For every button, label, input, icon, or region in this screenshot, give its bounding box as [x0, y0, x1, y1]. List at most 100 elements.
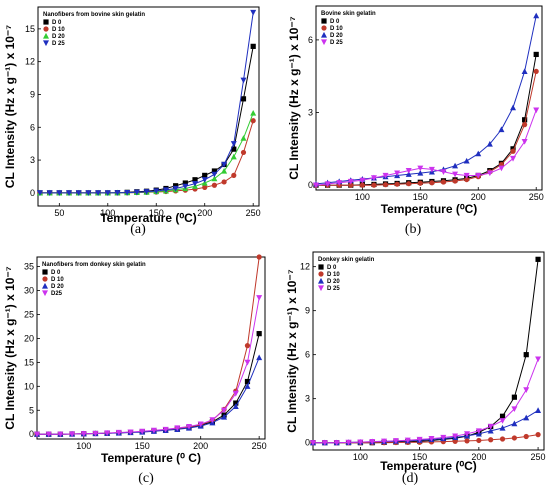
data-point: [452, 162, 459, 169]
data-point: [359, 182, 365, 188]
legend-marker: [321, 31, 327, 38]
data-point: [46, 190, 53, 196]
data-point: [192, 180, 199, 187]
data-point: [162, 187, 169, 194]
data-point: [192, 177, 198, 183]
legend-marker: [42, 282, 48, 289]
data-point: [464, 431, 470, 437]
legend-entry: D 20: [51, 284, 64, 290]
data-point: [221, 413, 228, 420]
data-point: [345, 439, 352, 446]
x-tick-label: 150: [135, 441, 150, 451]
legend: Bovine skin gelatin D 0D 10D 20D 25: [321, 11, 376, 46]
x-axis-title: Temperature (⁰ C): [101, 451, 201, 465]
data-point: [92, 430, 99, 437]
data-point: [535, 256, 541, 262]
x-tick-label: 200: [471, 192, 486, 202]
chart-panel-2: 100 150 200 250 0 3 6 Temperature (⁰C) CL Intens…: [287, 5, 544, 237]
data-point: [521, 68, 528, 74]
data-point: [240, 96, 247, 102]
x-tick-label: 250: [529, 192, 544, 202]
data-point: [202, 184, 208, 191]
data-point: [182, 180, 188, 186]
data-point: [162, 426, 169, 433]
series-line: [316, 71, 537, 186]
data-point: [370, 175, 377, 181]
legend-marker: [318, 264, 324, 270]
legend-marker: [43, 32, 49, 39]
data-point: [381, 438, 388, 445]
panel-caption: (a): [130, 222, 146, 237]
data-point: [522, 122, 528, 128]
data-point: [406, 181, 412, 187]
plot-frame: [37, 6, 260, 207]
legend-marker: [43, 40, 49, 47]
data-point: [186, 423, 192, 430]
series-1: [313, 51, 539, 188]
data-point: [133, 189, 140, 196]
x-tick-label: 250: [531, 452, 546, 462]
panel-caption: (c): [138, 471, 154, 486]
data-point: [313, 182, 319, 189]
legend-entry: D25: [51, 291, 63, 297]
legend-entry: D 10: [327, 272, 340, 278]
y-axis-title: CL Intensity (Hz x g⁻¹) x 10⁻⁷: [287, 16, 301, 179]
y-tick-label: 20: [24, 333, 34, 343]
data-point: [510, 104, 517, 111]
data-point: [143, 189, 150, 195]
data-point: [45, 431, 52, 438]
legend: Donkey skin gelatin D 0D 10D 20D 25: [318, 257, 375, 292]
data-point: [232, 390, 239, 397]
data-point: [172, 185, 179, 192]
data-point: [511, 406, 518, 413]
data-point: [150, 427, 157, 434]
series-line: [37, 357, 260, 435]
y-axis-title: CL Intensity (Hz x g⁻¹) x 10⁻⁷: [3, 266, 17, 429]
legend-marker: [318, 277, 324, 284]
x-tick-label: 50: [54, 208, 64, 218]
plot-frame: [36, 256, 266, 440]
data-point: [75, 190, 82, 196]
legend-entry: D 0: [51, 270, 61, 276]
series-4: [34, 295, 263, 438]
y-tick-label: 0: [308, 180, 313, 190]
y-tick-label: 3: [305, 394, 310, 404]
chart-title: Donkey skin gelatin: [318, 257, 375, 263]
data-point: [250, 9, 257, 16]
data-point: [256, 254, 262, 260]
data-point: [201, 177, 208, 183]
data-point: [221, 179, 227, 185]
data-point: [417, 165, 424, 172]
data-point: [240, 149, 247, 156]
data-point: [452, 171, 459, 178]
data-point: [250, 43, 256, 49]
data-point: [535, 356, 542, 363]
data-point: [382, 182, 389, 188]
plot-frame: [312, 251, 545, 451]
data-point: [476, 437, 482, 444]
data-point: [464, 438, 470, 444]
data-point: [428, 166, 435, 173]
data-point: [115, 429, 122, 436]
data-point: [127, 429, 134, 436]
y-tick-label: 6: [305, 350, 310, 360]
x-axis-title: Temperature (⁰C): [380, 459, 477, 473]
y-tick-label: 15: [24, 357, 34, 367]
data-point: [85, 190, 92, 196]
series-line: [37, 297, 260, 435]
data-point: [405, 168, 412, 174]
legend-marker: [43, 19, 49, 25]
data-point: [209, 417, 216, 423]
data-point: [244, 378, 251, 385]
data-point: [211, 175, 218, 182]
series-4: [36, 9, 257, 196]
y-axis-title: CL Intensity (Hz x g⁻¹) x 10⁻⁷: [3, 25, 17, 188]
data-point: [80, 431, 87, 437]
chart-title: Nanofibers from donkey skin gelatin: [42, 262, 146, 268]
data-point: [240, 77, 247, 84]
data-point: [69, 431, 76, 438]
data-point: [230, 153, 237, 160]
series-4: [313, 107, 540, 189]
data-point: [511, 420, 518, 427]
data-point: [487, 423, 494, 430]
